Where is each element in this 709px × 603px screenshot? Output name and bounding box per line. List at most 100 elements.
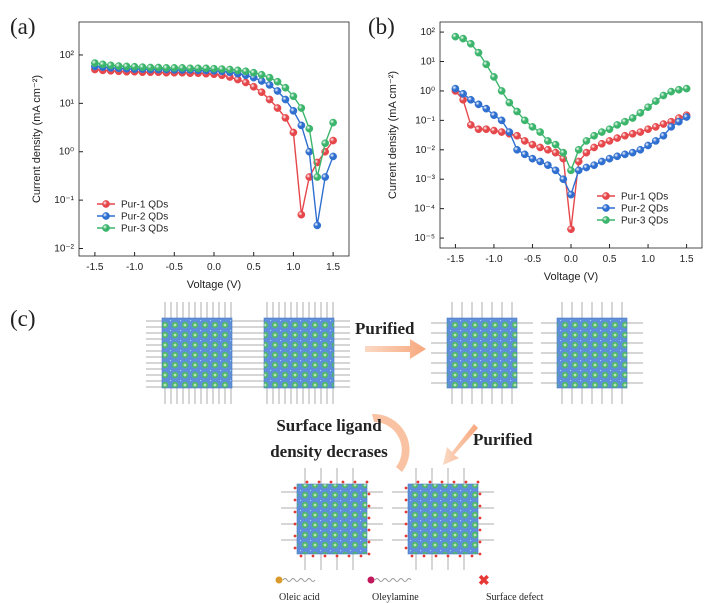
defect xyxy=(293,534,297,538)
marker xyxy=(567,190,575,199)
marker xyxy=(559,175,568,184)
marker xyxy=(459,34,467,43)
y-axis-label: Current density (mA cm⁻²) xyxy=(31,75,43,203)
marker xyxy=(297,104,306,112)
quantum-dot xyxy=(296,483,368,555)
legend-marker xyxy=(602,216,610,224)
marker xyxy=(505,98,514,107)
marker xyxy=(675,117,683,126)
y-tick-label: 10⁻² xyxy=(54,244,74,255)
marker xyxy=(490,111,498,120)
defect xyxy=(341,480,345,484)
marker xyxy=(651,137,660,145)
marker xyxy=(574,145,583,154)
x-tick-label: -1.0 xyxy=(485,254,503,265)
marker xyxy=(644,125,652,134)
x-tick-label: -1.0 xyxy=(126,262,144,273)
marker xyxy=(122,62,131,71)
marker xyxy=(659,131,668,140)
marker xyxy=(528,140,537,149)
x-tick-label: -0.5 xyxy=(524,254,542,265)
defect xyxy=(353,480,357,484)
defect xyxy=(359,554,363,558)
marker xyxy=(273,104,282,112)
marker xyxy=(636,145,645,154)
defect xyxy=(305,480,309,484)
marker xyxy=(644,103,652,112)
y-tick-label: 10⁰ xyxy=(59,147,74,158)
marker xyxy=(590,161,598,170)
defect xyxy=(335,554,339,558)
marker xyxy=(544,161,552,170)
defect xyxy=(404,486,408,490)
series-line xyxy=(94,62,334,178)
marker xyxy=(528,123,537,131)
x-tick-label: 0.5 xyxy=(603,254,617,265)
defect xyxy=(311,554,315,558)
legend-marker xyxy=(602,204,610,212)
marker xyxy=(574,166,583,175)
marker xyxy=(621,131,629,140)
defect xyxy=(478,516,482,520)
legend-label: Pur-2 QDs xyxy=(121,212,168,223)
y-tick-label: 10⁻³ xyxy=(415,174,435,185)
defect xyxy=(452,480,456,484)
panel-label: (b) xyxy=(368,14,395,39)
legend-label: Pur-3 QDs xyxy=(121,224,168,235)
marker xyxy=(613,152,622,161)
defect xyxy=(299,554,303,558)
marker xyxy=(329,118,337,127)
defect xyxy=(404,498,408,502)
marker xyxy=(651,123,660,131)
legend-marker xyxy=(102,200,110,208)
marker xyxy=(466,121,475,129)
marker xyxy=(281,83,290,92)
marker xyxy=(551,166,560,175)
y-tick-label: 10⁻² xyxy=(415,145,435,156)
marker xyxy=(659,91,668,100)
x-tick-label: -0.5 xyxy=(166,262,184,273)
defect xyxy=(293,546,297,550)
defect xyxy=(464,480,468,484)
marker xyxy=(544,137,552,145)
quantum-dot xyxy=(407,483,479,555)
marker xyxy=(636,128,645,136)
y-tick-label: 10⁻¹ xyxy=(54,195,74,206)
marker xyxy=(313,221,322,230)
marker xyxy=(305,124,314,133)
defect xyxy=(367,504,371,508)
defect xyxy=(478,504,482,508)
marker xyxy=(114,62,123,70)
marker xyxy=(628,129,637,138)
marker xyxy=(544,145,552,154)
marker xyxy=(451,84,460,93)
x-tick-label: 1.5 xyxy=(680,254,694,265)
marker xyxy=(321,139,330,148)
marker xyxy=(329,152,337,161)
defect xyxy=(293,486,297,490)
defect xyxy=(293,510,297,514)
defect xyxy=(422,554,426,558)
marker xyxy=(202,64,210,73)
defect xyxy=(478,552,482,556)
marker xyxy=(474,100,483,109)
legend-label: Surface defect xyxy=(486,592,544,603)
y-tick-label: 10¹ xyxy=(421,57,436,68)
marker xyxy=(520,116,529,125)
marker xyxy=(675,85,683,94)
marker xyxy=(613,121,622,129)
legend-label: Pur-1 QDs xyxy=(621,192,668,203)
marker xyxy=(497,128,506,136)
marker xyxy=(628,114,637,122)
defect xyxy=(458,554,462,558)
defect xyxy=(367,492,371,496)
marker xyxy=(513,145,521,154)
x-tick-label: 1.0 xyxy=(641,254,655,265)
defect xyxy=(347,554,351,558)
marker xyxy=(567,166,575,175)
marker xyxy=(194,64,202,73)
marker xyxy=(621,117,629,126)
marker xyxy=(597,139,606,148)
marker xyxy=(466,39,475,48)
defect xyxy=(476,480,480,484)
